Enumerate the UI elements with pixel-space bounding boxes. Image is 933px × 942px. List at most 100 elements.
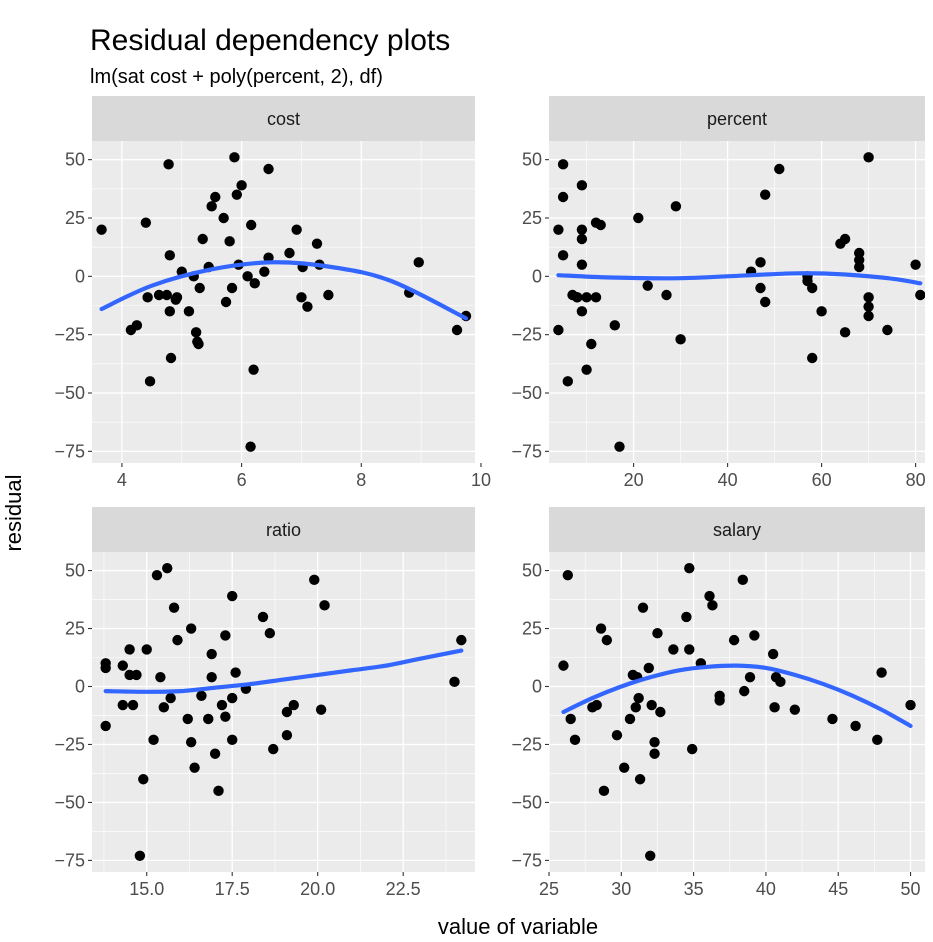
x-tick-label: 6: [237, 470, 247, 490]
facet-panel-cost: cost −75 −50 −25 0 25 50 4 6 8 10: [54, 96, 491, 490]
data-point: [96, 224, 107, 235]
data-point: [767, 648, 779, 660]
data-point: [249, 278, 260, 289]
data-point: [220, 296, 232, 308]
y-tick-label: 50: [522, 150, 542, 170]
data-point: [291, 224, 302, 235]
data-point: [581, 364, 592, 375]
data-point: [562, 569, 573, 581]
data-point: [630, 702, 641, 713]
grid-lines: [549, 552, 925, 872]
data-point: [319, 600, 330, 611]
data-point: [197, 233, 208, 245]
data-point: [144, 376, 156, 387]
data-point: [619, 762, 630, 773]
data-point: [562, 376, 573, 387]
y-tick-label: 0: [75, 676, 85, 696]
smooth-fit-line: [99, 260, 469, 321]
data-point: [576, 259, 588, 270]
data-point: [581, 292, 592, 303]
y-tick-label: −50: [511, 383, 542, 403]
data-point: [558, 660, 569, 671]
y-tick-label: 0: [75, 266, 85, 286]
data-point: [224, 236, 235, 247]
y-axis-title: residual: [1, 474, 26, 551]
facet-strip-label: salary: [713, 520, 761, 540]
data-point: [131, 669, 142, 681]
data-point: [595, 219, 606, 231]
data-point: [206, 672, 217, 683]
data-point: [127, 699, 139, 711]
data-point: [649, 748, 660, 759]
data-point: [760, 296, 771, 308]
data-point: [839, 327, 851, 338]
data-point: [863, 310, 874, 322]
data-point: [172, 634, 183, 646]
data-point: [769, 702, 780, 713]
y-tick-label: −25: [54, 734, 85, 754]
data-point: [714, 690, 725, 701]
data-point: [209, 748, 221, 759]
chart-subtitle: lm(sat cost + poly(percent, 2), df): [90, 66, 383, 88]
facet-panel-ratio: ratio −75 −50 −25 0 25 50 15.0 17.5 20.0 22.5: [54, 507, 475, 899]
data-point: [456, 634, 467, 646]
data-point: [586, 338, 597, 350]
data-point: [245, 219, 257, 231]
data-point: [645, 850, 656, 861]
x-tick-label: 15.0: [129, 879, 164, 899]
data-point: [451, 324, 463, 336]
data-point: [915, 289, 925, 301]
data-point: [557, 159, 569, 170]
data-point: [553, 224, 564, 235]
data-point: [595, 623, 607, 634]
data-point: [140, 217, 152, 228]
data-point: [863, 301, 874, 312]
panel-background: [549, 141, 925, 463]
residual-points: [100, 563, 467, 861]
data-point: [124, 644, 135, 655]
y-tick-label: 50: [65, 150, 85, 170]
data-point: [259, 266, 270, 277]
data-point: [839, 233, 851, 245]
data-point: [153, 289, 165, 301]
data-point: [634, 774, 646, 785]
data-point: [789, 704, 801, 715]
data-point: [614, 441, 625, 452]
grid-lines: [92, 552, 475, 872]
data-point: [557, 250, 569, 261]
data-point: [774, 163, 785, 175]
data-point: [206, 201, 217, 212]
y-tick-label: 25: [65, 619, 85, 639]
data-point: [227, 734, 238, 746]
data-point: [185, 623, 197, 634]
data-point: [707, 600, 718, 611]
y-tick-label: −50: [54, 792, 85, 812]
facet-panel-percent: percent −75 −50 −25 0 25 50 20 40 60 80: [511, 96, 926, 490]
x-tick-label: 50: [901, 879, 921, 899]
data-point: [681, 611, 692, 623]
y-tick-label: −75: [511, 850, 542, 870]
data-point: [775, 676, 786, 688]
data-point: [100, 662, 111, 674]
data-point: [236, 180, 247, 191]
data-point: [572, 292, 583, 303]
panel-background: [92, 141, 475, 463]
data-point: [876, 667, 887, 678]
data-point: [882, 324, 893, 336]
data-point: [670, 201, 682, 212]
data-point: [591, 699, 602, 711]
data-point: [910, 259, 921, 270]
data-point: [164, 250, 175, 261]
data-point: [760, 189, 771, 200]
data-point: [227, 590, 238, 602]
data-point: [642, 280, 653, 291]
data-point: [142, 292, 153, 303]
x-tick-label: 80: [906, 470, 926, 490]
data-point: [193, 338, 204, 350]
smooth-fit-line: [561, 663, 913, 729]
facet-panel-salary: salary −75 −50 −25 0 25 50 25 30 35 40 45 50: [511, 507, 925, 899]
data-point: [598, 785, 610, 797]
y-tick-label: −75: [54, 441, 85, 461]
data-point: [155, 672, 166, 683]
